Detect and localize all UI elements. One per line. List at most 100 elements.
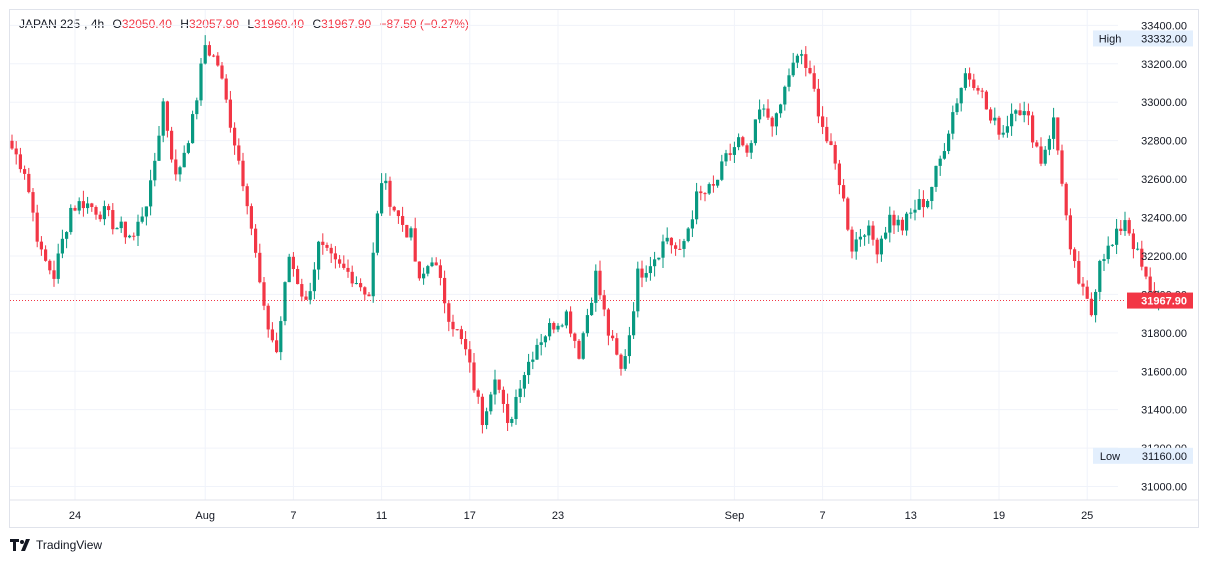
- candle-body: [501, 389, 505, 404]
- candle: [1035, 140, 1039, 148]
- candle: [459, 325, 463, 345]
- candle-body: [699, 191, 703, 194]
- candle: [86, 196, 90, 214]
- candle: [480, 393, 484, 434]
- x-tick-label: 23: [552, 510, 564, 522]
- candle-body: [65, 232, 69, 239]
- x-tick-label: 13: [905, 510, 917, 522]
- candle-body: [312, 269, 316, 292]
- candle-body: [909, 212, 913, 214]
- candle: [867, 220, 871, 244]
- candle: [123, 221, 127, 244]
- candle: [44, 245, 48, 262]
- candle: [296, 265, 300, 285]
- candle: [375, 210, 379, 256]
- candle: [447, 300, 451, 332]
- candle: [144, 206, 148, 226]
- y-tick-label: 31600.00: [1141, 366, 1187, 378]
- candle: [976, 85, 980, 95]
- candle: [821, 106, 825, 135]
- candle: [833, 141, 837, 170]
- high-value: 32057.90: [188, 17, 240, 31]
- candle: [930, 186, 934, 210]
- candle-body: [581, 333, 585, 359]
- candle: [602, 289, 606, 317]
- candle-body: [972, 79, 976, 88]
- candle-body: [1131, 233, 1135, 250]
- close-label: C: [312, 17, 322, 31]
- candle: [732, 141, 736, 164]
- candle: [216, 52, 220, 67]
- candle: [249, 203, 253, 236]
- candle-body: [753, 119, 757, 144]
- candle: [573, 332, 577, 349]
- candle-body: [1077, 261, 1081, 284]
- candle-body: [598, 270, 602, 296]
- candle-body: [363, 287, 367, 295]
- candle-body: [619, 354, 623, 369]
- candle-body: [1064, 183, 1068, 216]
- tradingview-attribution[interactable]: TradingView: [10, 538, 102, 552]
- candle-body: [325, 244, 329, 248]
- candle: [1052, 107, 1056, 150]
- candle-body: [766, 108, 770, 118]
- candle: [720, 154, 724, 182]
- candle-body: [207, 45, 211, 56]
- candle: [422, 267, 426, 285]
- candle-body: [942, 151, 946, 159]
- candle-body: [1106, 245, 1110, 260]
- candle-body: [510, 419, 514, 423]
- candle-body: [1052, 117, 1056, 139]
- high-marker-label-bg: [1093, 30, 1127, 47]
- candle-body: [741, 137, 745, 146]
- open-value: 32050.40: [121, 17, 172, 31]
- candle-body: [27, 173, 31, 193]
- candle: [863, 233, 867, 246]
- candle-body: [157, 135, 161, 161]
- candle-body: [497, 379, 501, 390]
- candle-body: [119, 221, 123, 229]
- candle-body: [455, 329, 459, 331]
- candle-body: [644, 273, 648, 278]
- candle-body: [1144, 266, 1148, 277]
- candle-body: [405, 224, 409, 238]
- candle-body: [1014, 110, 1018, 114]
- candle-body: [140, 216, 144, 222]
- candle: [39, 236, 43, 256]
- candle-body: [329, 247, 333, 254]
- candle-body: [569, 311, 573, 334]
- candle: [1014, 109, 1018, 122]
- candle: [724, 149, 728, 166]
- candle: [636, 261, 640, 318]
- candle: [203, 35, 207, 65]
- candle: [1115, 218, 1119, 255]
- symbol-name[interactable]: JAPAN 225: [19, 17, 81, 31]
- candle: [522, 371, 526, 398]
- candle-body: [535, 344, 539, 360]
- candles-group: [10, 35, 1161, 434]
- candle: [56, 243, 60, 284]
- candle: [262, 276, 266, 311]
- candle: [951, 105, 955, 140]
- candle: [527, 353, 531, 384]
- candle: [270, 322, 274, 343]
- candle-body: [216, 55, 220, 66]
- candle: [195, 97, 199, 120]
- high-label: H: [180, 17, 189, 31]
- interval-label[interactable]: 4h: [90, 17, 105, 31]
- candle: [98, 211, 102, 222]
- candle: [165, 100, 169, 138]
- candle: [1010, 103, 1014, 136]
- candle-body: [451, 321, 455, 330]
- candle: [699, 185, 703, 201]
- candle: [60, 229, 64, 259]
- candle-body: [997, 117, 1001, 135]
- candle-body: [888, 214, 892, 233]
- candle: [119, 216, 123, 233]
- candle-body: [552, 322, 556, 330]
- candle-body: [300, 284, 304, 297]
- candle-body: [1047, 138, 1051, 150]
- candle-body: [384, 180, 388, 184]
- candle-body: [602, 295, 606, 310]
